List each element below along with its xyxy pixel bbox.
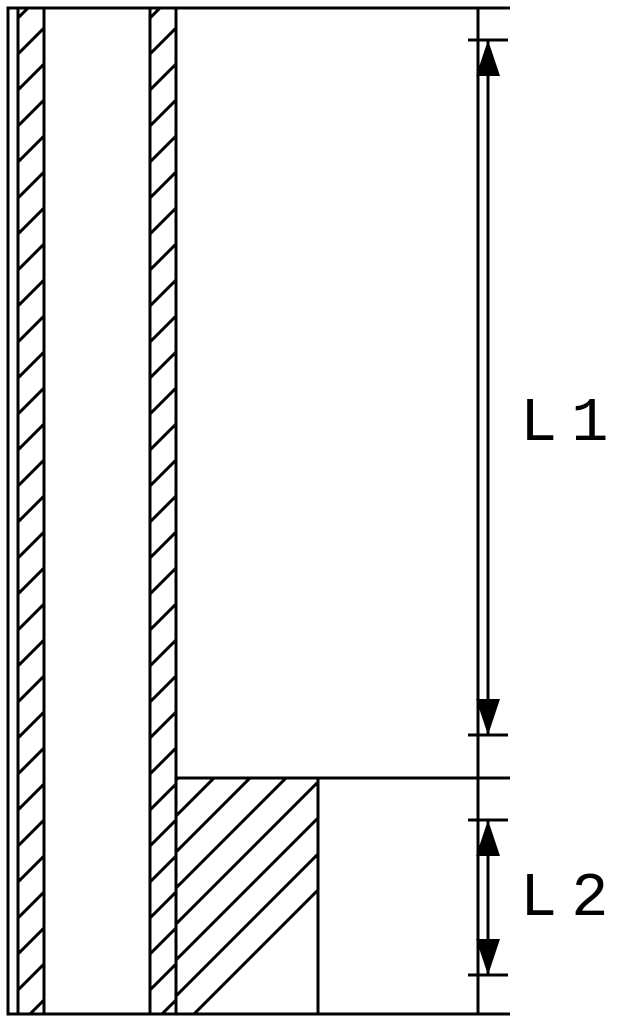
dim-L2-arrow-top [476,820,500,856]
dim-L1-arrow-top [476,40,500,76]
dim-L1-label: L1 [520,388,622,459]
dim-L1-arrow-bot [476,699,500,735]
dim-L2-arrow-bot [476,939,500,975]
dim-L2-label: L2 [520,863,622,934]
outer-frame [8,8,478,1014]
